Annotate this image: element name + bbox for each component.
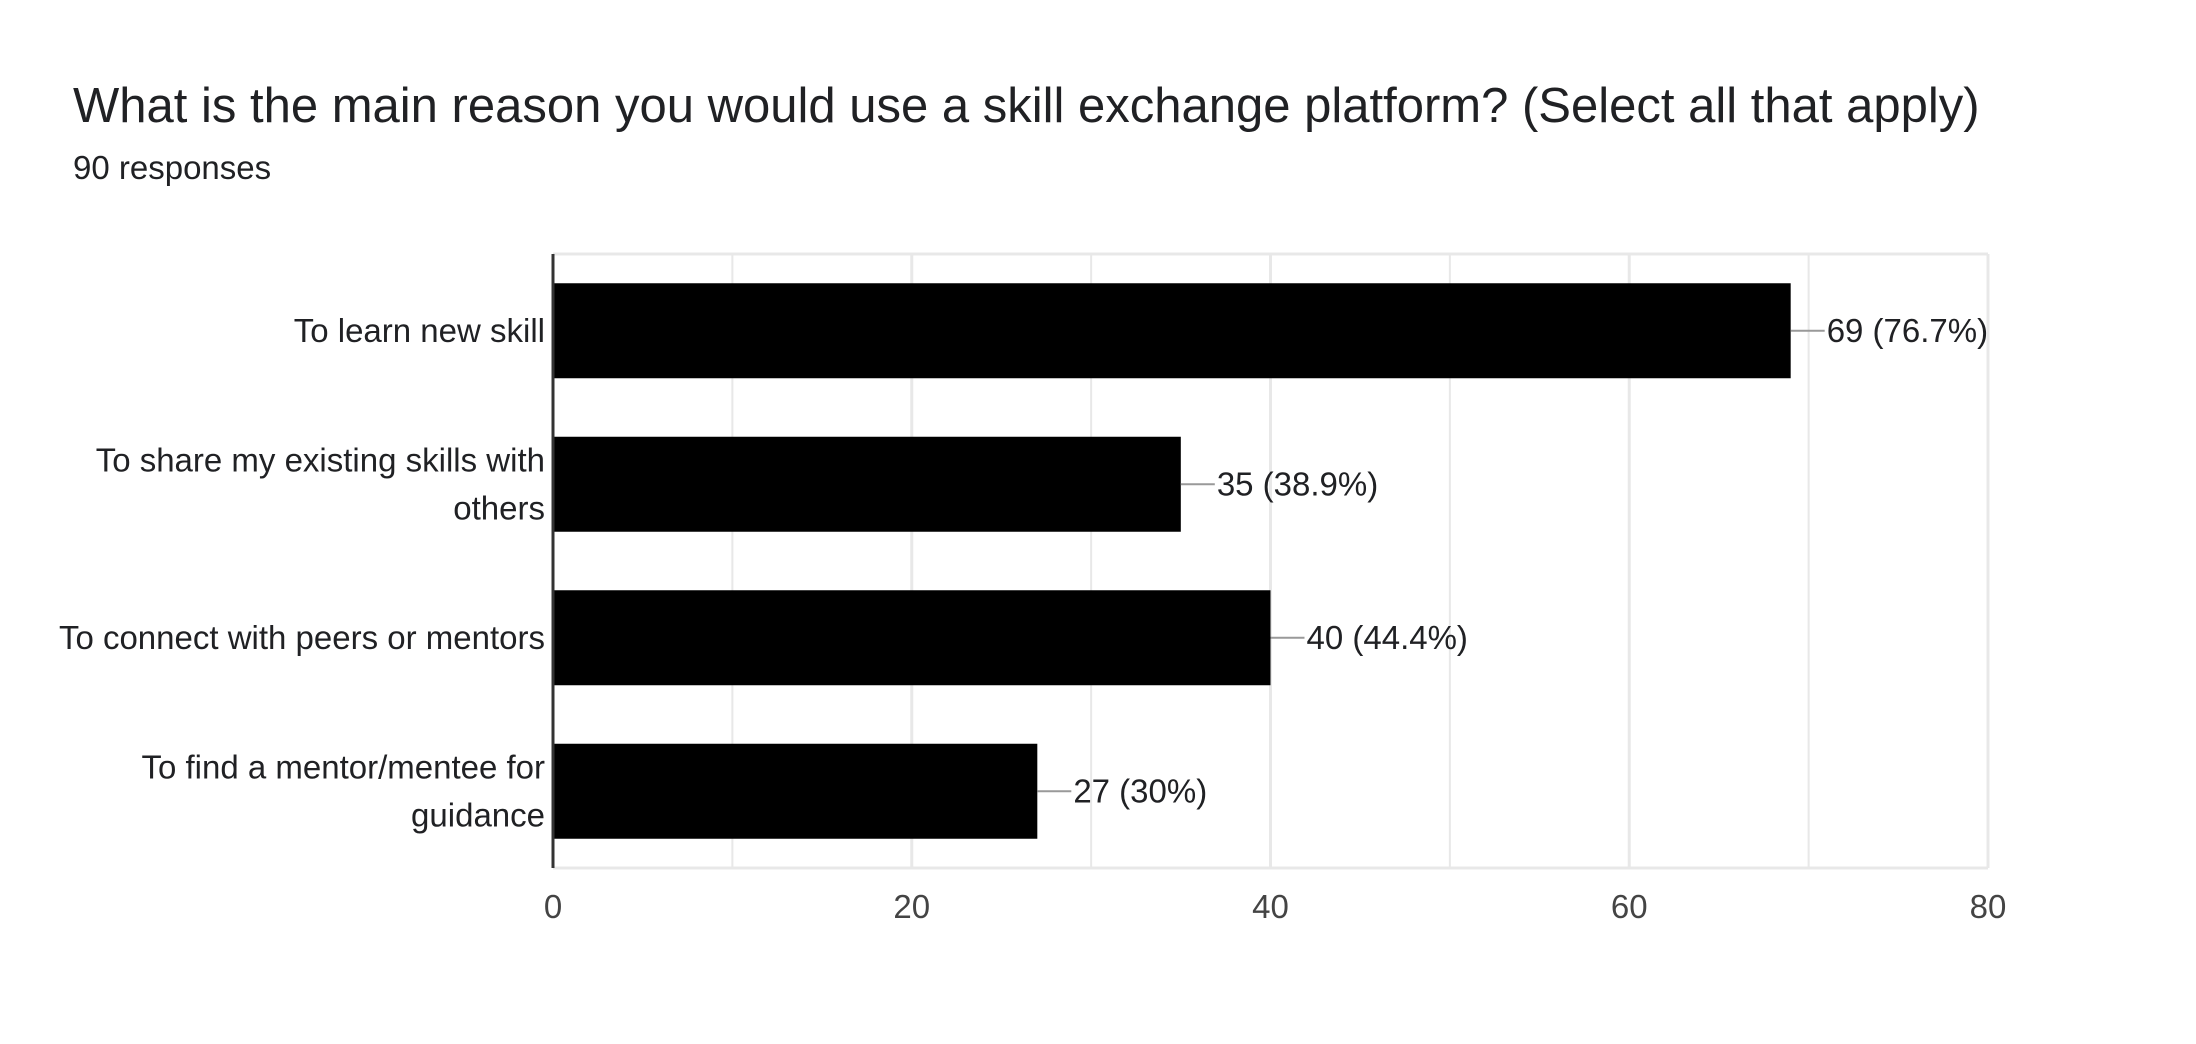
data-label: 69 (76.7%) bbox=[1827, 312, 1988, 349]
data-label: 40 (44.4%) bbox=[1307, 619, 1468, 656]
x-tick-label: 20 bbox=[893, 888, 930, 925]
x-tick-label: 0 bbox=[544, 888, 562, 925]
x-tick-label: 60 bbox=[1611, 888, 1648, 925]
bar[interactable] bbox=[553, 590, 1271, 686]
category-label: To connect with peers or mentors bbox=[59, 619, 545, 656]
response-count: 90 responses bbox=[73, 149, 272, 186]
x-tick-label: 40 bbox=[1252, 888, 1289, 925]
category-label: guidance bbox=[411, 796, 545, 833]
category-label: To find a mentor/mentee for bbox=[141, 748, 545, 785]
bar[interactable] bbox=[553, 436, 1181, 532]
x-tick-label: 80 bbox=[1970, 888, 2007, 925]
category-labels: To learn new skill To share my existing s… bbox=[59, 312, 545, 834]
bar[interactable] bbox=[553, 283, 1791, 379]
x-axis-ticks: 0 20 40 60 80 bbox=[544, 888, 2007, 925]
bar[interactable] bbox=[553, 743, 1038, 839]
data-label: 35 (38.9%) bbox=[1217, 465, 1378, 502]
category-label: To learn new skill bbox=[294, 312, 545, 349]
category-label: others bbox=[453, 489, 545, 526]
chart-title: What is the main reason you would use a … bbox=[73, 79, 1980, 133]
data-label: 27 (30%) bbox=[1073, 772, 1207, 809]
bars: 69 (76.7%) 35 (38.9%) 40 (44.4%) 27 (30%) bbox=[553, 283, 1988, 839]
category-label: To share my existing skills with bbox=[96, 441, 545, 478]
